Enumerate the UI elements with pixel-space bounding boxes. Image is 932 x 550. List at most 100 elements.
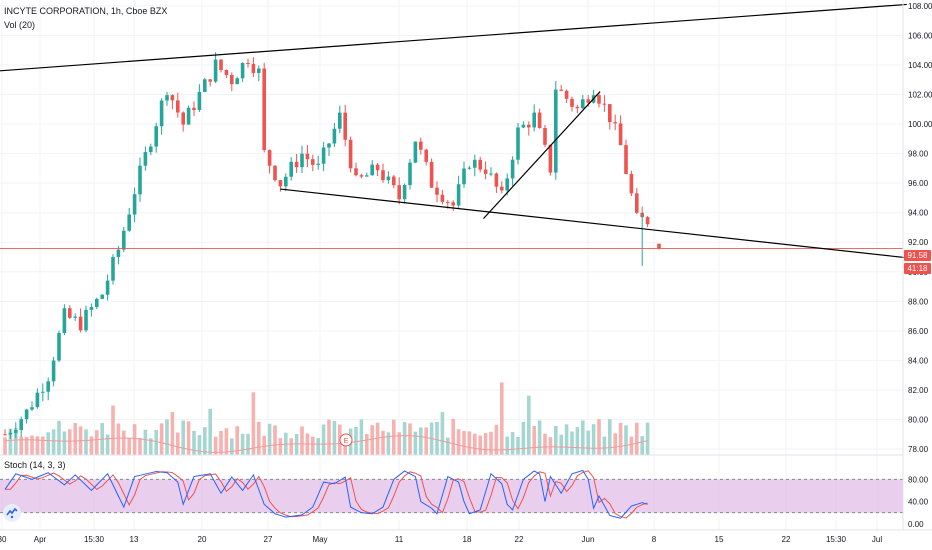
candle-body <box>608 104 612 123</box>
volume-bar <box>316 437 320 455</box>
candle-body <box>289 161 293 177</box>
volume-bar <box>575 427 580 455</box>
volume-bar <box>257 421 261 455</box>
volume-bar <box>170 412 175 455</box>
volume-bar <box>24 436 29 455</box>
candle-body <box>570 98 574 107</box>
candle-body <box>213 59 218 82</box>
candle-body <box>235 78 239 85</box>
candle-body <box>473 159 477 168</box>
candle-body <box>532 112 536 128</box>
volume-bar <box>581 420 585 455</box>
candle-body <box>62 308 67 334</box>
candle-body <box>159 100 164 127</box>
candle-body <box>105 280 110 295</box>
volume-bar <box>451 418 455 455</box>
candle-body <box>138 165 142 195</box>
candle-body <box>203 79 207 92</box>
volume-bar <box>435 421 439 455</box>
x-tick-label: 22 <box>515 535 524 544</box>
volume-bar <box>500 382 504 455</box>
candle-body <box>462 168 466 185</box>
volume-legend[interactable]: Vol (20) <box>4 20 36 30</box>
volume-bar <box>446 437 450 455</box>
x-tick-label: 18 <box>463 535 472 544</box>
volume-bar <box>51 429 56 455</box>
volume-bar <box>645 422 650 455</box>
candle-body <box>413 141 418 163</box>
earnings-marker-label: E <box>344 438 349 445</box>
candle-body <box>494 173 499 187</box>
candle-body <box>251 63 256 73</box>
volume-bar <box>62 431 67 455</box>
earnings-marker-icon <box>339 433 353 447</box>
volume-bar <box>402 422 407 455</box>
volume-bar <box>311 436 315 455</box>
x-tick-label: 15:30 <box>84 535 105 544</box>
volume-bar <box>213 436 218 455</box>
candle-body <box>176 100 180 113</box>
candle-body <box>186 107 191 125</box>
volume-bar <box>197 435 202 455</box>
candle-body <box>543 128 547 145</box>
trendlines[interactable] <box>0 3 907 259</box>
y-tick-label: 92.00 <box>908 238 929 247</box>
volume-bar <box>467 431 472 455</box>
candle-body <box>332 128 337 144</box>
volume-bar <box>483 433 488 455</box>
volume-bar <box>73 423 77 455</box>
candle-body <box>273 165 277 181</box>
candle-body <box>154 126 158 147</box>
candle-body <box>483 169 488 174</box>
candle-body <box>392 176 396 186</box>
candle-body <box>338 112 342 129</box>
candle-body <box>467 167 472 169</box>
candle-body <box>143 152 148 166</box>
candles <box>0 52 903 439</box>
volume-bar <box>532 425 536 455</box>
candle-body <box>521 124 526 128</box>
x-tick-label: 20 <box>198 535 207 544</box>
volume-bar <box>543 433 547 455</box>
volume-bar <box>251 392 256 455</box>
candle-body <box>424 149 428 162</box>
candle-body <box>278 180 283 187</box>
candle-body <box>89 307 94 310</box>
candle-body <box>446 201 450 203</box>
candle-body <box>402 184 407 200</box>
candle-body <box>35 392 40 408</box>
volume-bar <box>41 436 45 455</box>
candle-body <box>359 175 364 177</box>
candle-body <box>300 153 304 168</box>
candle-body <box>316 163 320 165</box>
candle-body <box>581 99 585 109</box>
volume-bar <box>300 426 304 455</box>
candle-body <box>408 162 412 185</box>
volume-bar <box>246 433 250 455</box>
volume-bar <box>392 419 396 455</box>
volume-bar <box>262 435 266 455</box>
stochastic-legend[interactable]: Stoch (14, 3, 3) <box>4 460 66 470</box>
lower-channel-trendline <box>280 188 907 259</box>
volume-bar <box>278 438 283 455</box>
last-price-tag: 91.58 <box>904 250 931 261</box>
candle-body <box>230 75 234 85</box>
x-tick-label: 8 <box>652 535 657 544</box>
volume-bar <box>219 430 223 455</box>
tradingview-logo-icon[interactable] <box>3 504 21 522</box>
candle-body <box>559 89 563 91</box>
candle-body <box>116 249 121 258</box>
volume-bar <box>149 438 153 455</box>
volume-bar <box>510 432 515 455</box>
x-tick-label: 13 <box>130 535 139 544</box>
volume-bar <box>608 419 612 455</box>
candle-body <box>8 432 13 435</box>
candle-body <box>657 243 661 249</box>
candle-body <box>257 68 261 73</box>
volume-bar <box>327 419 331 455</box>
candle-body <box>500 186 504 191</box>
volume-bar <box>19 436 23 455</box>
volume-bar <box>186 421 191 455</box>
candle-body <box>127 214 131 231</box>
